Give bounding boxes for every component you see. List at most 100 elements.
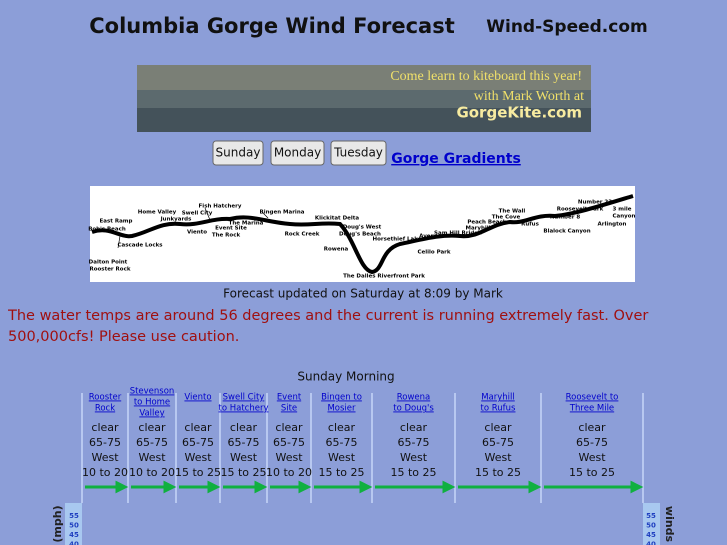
site-link[interactable]: Bingen to xyxy=(321,393,362,403)
site-link[interactable]: Swell City xyxy=(223,393,265,403)
map-label: East Ramp xyxy=(100,219,133,225)
map-label: Event Site xyxy=(215,226,247,232)
map-label: The Marina xyxy=(229,221,264,227)
wind-arrow xyxy=(179,480,221,494)
map-label: Viento xyxy=(187,230,207,236)
site-link[interactable]: Rowena xyxy=(397,393,431,403)
forecast-temp: 65-75 xyxy=(228,436,260,449)
chart-tick-label: 40 xyxy=(646,541,656,545)
map-label: Fish Hatchery xyxy=(199,204,242,210)
chart-tick-label: 50 xyxy=(646,522,656,530)
site-link[interactable]: Event xyxy=(277,393,302,403)
map-label: Rooster Rock xyxy=(90,267,131,273)
chart-axis-left xyxy=(65,503,82,545)
site-link[interactable]: Rooster xyxy=(89,393,122,403)
forecast-temp: 65-75 xyxy=(576,436,608,449)
wind-arrow xyxy=(375,480,456,494)
forecast-dir: West xyxy=(578,451,606,464)
site-link[interactable]: to Hatchery xyxy=(219,404,269,414)
forecast-temp: 65-75 xyxy=(326,436,358,449)
site-link[interactable]: Roosevelt to xyxy=(566,393,619,403)
forecast-speed: 15 to 25 xyxy=(318,466,364,479)
map-label: Rowena xyxy=(324,247,349,253)
updated-text: Forecast updated on Saturday at 8:09 by … xyxy=(223,287,503,301)
forecast-dir: West xyxy=(184,451,212,464)
page-title: Columbia Gorge Wind Forecast xyxy=(89,14,455,38)
site-link[interactable]: to Rufus xyxy=(481,404,517,414)
forecast-sky: clear xyxy=(400,421,428,434)
chart-tick-label: 50 xyxy=(69,522,79,530)
day-button-label[interactable]: Sunday xyxy=(216,146,261,160)
chart-axis-right xyxy=(643,503,660,545)
forecast-sky: clear xyxy=(578,421,606,434)
forecast-sky: clear xyxy=(138,421,166,434)
banner-water xyxy=(137,108,591,132)
chart-tick-label: 45 xyxy=(646,531,656,539)
map-label: Horsethief Lake xyxy=(372,237,421,243)
site-link[interactable]: Rock xyxy=(95,404,115,414)
chart-tick-label: 55 xyxy=(69,512,79,520)
site-link[interactable]: Maryhill xyxy=(481,393,515,403)
wind-arrow xyxy=(85,480,129,494)
banner[interactable]: Come learn to kiteboard this year! with … xyxy=(137,65,591,132)
map-label: The Cove xyxy=(492,215,521,221)
day-button-label[interactable]: Tuesday xyxy=(333,146,383,160)
site-link[interactable]: to Doug's xyxy=(393,404,434,414)
wind-arrow xyxy=(458,480,542,494)
map-label: Rufus xyxy=(521,222,539,228)
day-button[interactable] xyxy=(212,140,264,166)
river xyxy=(91,194,634,275)
gradients-link[interactable]: Gorge Gradients xyxy=(391,151,521,167)
map-label: Rock Creek xyxy=(285,232,320,238)
site-link[interactable]: Valley xyxy=(139,409,164,419)
forecast-temp: 65-75 xyxy=(136,436,168,449)
forecast-speed: 15 to 25 xyxy=(175,466,221,479)
forecast-dir: West xyxy=(484,451,512,464)
map-label: Doug's Beach xyxy=(339,232,381,238)
chart-right-label: winds xyxy=(663,506,676,543)
day-button[interactable] xyxy=(330,140,387,166)
map-label: Dalton Point xyxy=(89,260,128,266)
wind-arrow xyxy=(544,480,644,494)
forecast-title: Sunday Morning xyxy=(297,370,394,384)
chart-tick-label: 45 xyxy=(69,531,79,539)
chart-left-label: (mph) xyxy=(51,505,64,542)
map-label: Celilo Park xyxy=(417,250,450,256)
forecast-speed: 15 to 25 xyxy=(220,466,266,479)
forecast-sky: clear xyxy=(184,421,212,434)
forecast-temp: 65-75 xyxy=(398,436,430,449)
map-label: Number 8 xyxy=(550,215,581,221)
forecast-dir: West xyxy=(328,451,356,464)
site-link[interactable]: Three Mile xyxy=(569,404,614,414)
site-link[interactable]: Stevenson xyxy=(130,387,175,397)
forecast-dir: West xyxy=(400,451,428,464)
forecast-temp: 65-75 xyxy=(273,436,305,449)
forecast-speed: 15 to 25 xyxy=(569,466,615,479)
banner-hills xyxy=(137,65,591,90)
wind-arrow xyxy=(270,480,312,494)
map-label: Bob's Beach xyxy=(88,227,126,233)
map-label: Arlington xyxy=(598,222,627,228)
chart-tick-label: 55 xyxy=(646,512,656,520)
forecast-speed: 10 to 20 xyxy=(266,466,312,479)
banner-text: Come learn to kiteboard this year! xyxy=(390,69,582,84)
chart-tick-label: 40 xyxy=(69,541,79,545)
site-name: Wind-Speed.com xyxy=(486,17,647,37)
map-label: Cascade Locks xyxy=(117,243,163,249)
map-label: Maryhill xyxy=(465,226,490,232)
map-label: The Rock xyxy=(212,233,241,239)
site-link[interactable]: Site xyxy=(281,404,297,414)
map-label: Avery xyxy=(419,234,437,240)
forecast-speed: 15 to 25 xyxy=(475,466,521,479)
notice-box: The water temps are around 56 degrees an… xyxy=(8,308,648,345)
site-link[interactable]: to Home xyxy=(134,398,170,408)
forecast-dir: West xyxy=(138,451,166,464)
day-button-label[interactable]: Monday xyxy=(274,146,321,160)
forecast-dir: West xyxy=(91,451,119,464)
map-label: The Dalles Riverfront Park xyxy=(343,274,425,280)
day-button[interactable] xyxy=(270,140,325,166)
site-link[interactable]: Mosier xyxy=(327,404,356,414)
map-label: Sam Hill Bridge xyxy=(434,231,482,237)
site-link[interactable]: Viento xyxy=(184,393,211,403)
